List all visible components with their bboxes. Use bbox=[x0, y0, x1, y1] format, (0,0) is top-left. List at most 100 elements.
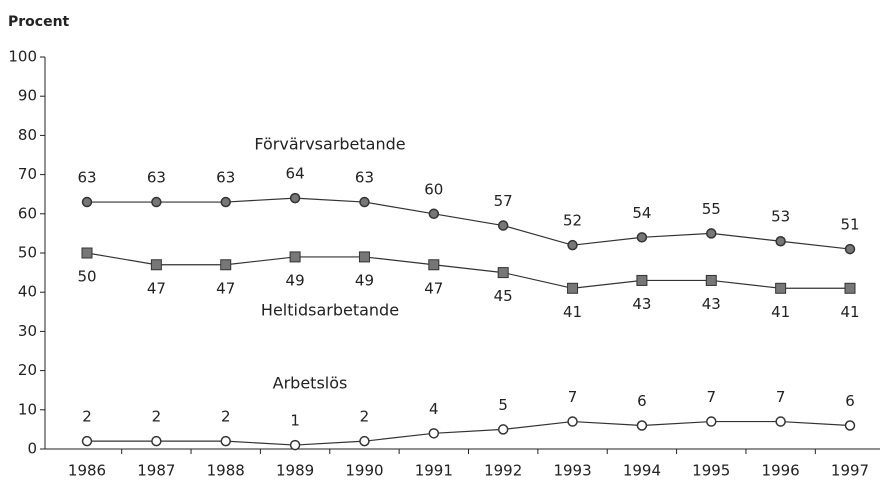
data-label: 7 bbox=[568, 388, 578, 406]
marker bbox=[636, 274, 648, 286]
data-label: 1 bbox=[290, 412, 300, 430]
y-tick-label: 50 bbox=[18, 244, 37, 262]
marker bbox=[497, 267, 509, 279]
y-tick-label: 30 bbox=[18, 322, 37, 340]
marker bbox=[150, 259, 162, 271]
marker bbox=[289, 192, 301, 204]
marker bbox=[775, 416, 786, 427]
y-tick-label: 60 bbox=[18, 204, 37, 222]
series-name: Arbetslös bbox=[273, 374, 348, 393]
marker bbox=[428, 428, 440, 439]
marker bbox=[844, 243, 856, 255]
marker bbox=[567, 239, 578, 251]
data-label: 2 bbox=[360, 408, 370, 426]
marker bbox=[844, 420, 856, 431]
y-tick-label: 80 bbox=[18, 126, 37, 144]
marker bbox=[151, 435, 162, 447]
x-tick-label: 1987 bbox=[137, 462, 175, 480]
x-tick-label: 1988 bbox=[207, 462, 245, 480]
data-label: 45 bbox=[494, 287, 513, 305]
data-label: 57 bbox=[494, 192, 513, 210]
marker bbox=[289, 439, 301, 451]
marker bbox=[706, 416, 717, 427]
data-label: 5 bbox=[498, 396, 508, 414]
data-label: 41 bbox=[840, 303, 859, 321]
y-axis-label: Procent bbox=[8, 14, 70, 30]
x-tick-label: 1995 bbox=[692, 462, 730, 480]
x-tick-label: 1986 bbox=[68, 462, 106, 480]
x-tick-label: 1990 bbox=[345, 462, 383, 480]
x-tick-label: 1989 bbox=[276, 462, 314, 480]
series-line bbox=[87, 197, 851, 250]
marker bbox=[706, 228, 717, 239]
data-label: 47 bbox=[216, 279, 235, 297]
x-tick-label: 1994 bbox=[623, 462, 661, 480]
marker bbox=[81, 247, 93, 259]
series-line bbox=[87, 420, 851, 446]
data-label: 43 bbox=[702, 295, 721, 313]
marker bbox=[428, 259, 440, 271]
marker bbox=[220, 196, 231, 208]
series-line bbox=[86, 252, 850, 289]
data-label: 63 bbox=[77, 169, 96, 187]
marker bbox=[497, 424, 509, 435]
data-label: 6 bbox=[845, 392, 855, 410]
marker bbox=[567, 282, 579, 294]
data-label: 2 bbox=[221, 408, 231, 426]
marker bbox=[359, 196, 370, 208]
data-label: 49 bbox=[286, 271, 305, 289]
data-label: 50 bbox=[77, 268, 96, 286]
marker bbox=[844, 282, 856, 294]
data-label: 54 bbox=[632, 204, 651, 222]
marker bbox=[497, 220, 509, 231]
data-label: 53 bbox=[771, 208, 790, 226]
data-label: 49 bbox=[355, 271, 374, 289]
x-tick-label: 1991 bbox=[415, 462, 453, 480]
marker bbox=[220, 259, 232, 271]
data-label: 63 bbox=[147, 169, 166, 187]
data-label: 51 bbox=[840, 216, 859, 234]
data-label: 43 bbox=[632, 295, 651, 313]
x-tick-label: 1996 bbox=[762, 462, 800, 480]
y-tick-label: 0 bbox=[27, 440, 37, 458]
data-label: 60 bbox=[424, 180, 443, 198]
data-label: 64 bbox=[286, 165, 305, 183]
data-label: 63 bbox=[216, 169, 235, 187]
data-label: 7 bbox=[776, 388, 786, 406]
data-label: 52 bbox=[563, 212, 582, 230]
data-label: 6 bbox=[637, 392, 647, 410]
marker bbox=[428, 208, 440, 220]
data-label: 7 bbox=[706, 388, 716, 406]
data-label: 4 bbox=[429, 400, 439, 418]
marker bbox=[775, 282, 787, 294]
x-tick-label: 1997 bbox=[831, 462, 869, 480]
data-label: 41 bbox=[563, 303, 582, 321]
marker bbox=[358, 251, 370, 263]
marker bbox=[81, 196, 93, 208]
marker bbox=[289, 251, 301, 263]
y-tick-label: 40 bbox=[18, 283, 37, 301]
marker bbox=[220, 435, 231, 447]
data-label: 55 bbox=[702, 200, 721, 218]
y-tick-label: 90 bbox=[18, 87, 37, 105]
data-label: 41 bbox=[771, 303, 790, 321]
marker bbox=[636, 232, 648, 243]
marker bbox=[567, 416, 578, 427]
data-label: 63 bbox=[355, 169, 374, 187]
data-label: 47 bbox=[147, 279, 166, 297]
x-tick-label: 1992 bbox=[484, 462, 522, 480]
y-tick-label: 70 bbox=[18, 165, 37, 183]
marker bbox=[636, 420, 648, 431]
series-name: Heltidsarbetande bbox=[261, 301, 399, 320]
y-tick-label: 100 bbox=[8, 48, 37, 66]
y-tick-label: 10 bbox=[18, 400, 37, 418]
marker bbox=[775, 235, 786, 247]
marker bbox=[81, 435, 93, 447]
x-tick-label: 1993 bbox=[553, 462, 591, 480]
data-label: 2 bbox=[152, 408, 162, 426]
data-label: 2 bbox=[82, 408, 92, 426]
marker bbox=[359, 435, 370, 447]
marker bbox=[151, 196, 162, 208]
y-tick-label: 20 bbox=[18, 361, 37, 379]
